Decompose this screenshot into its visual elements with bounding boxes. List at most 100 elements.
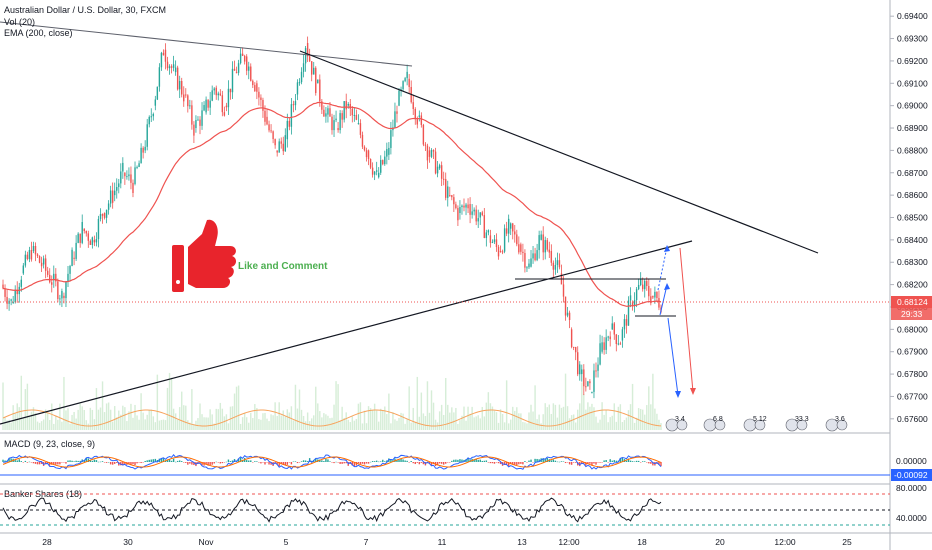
macd-bar (459, 459, 461, 462)
price-tick-label: 0.69200 (897, 56, 928, 66)
candle-body (455, 204, 457, 209)
event-flag-icon[interactable] (714, 419, 726, 431)
candle-body (388, 147, 390, 155)
candle-body (447, 186, 449, 198)
candle-body (509, 223, 512, 229)
price-axis[interactable]: 0.69400 0.69300 0.69200 0.69100 0.69000 0.689… (890, 11, 928, 424)
volume-bar (183, 405, 185, 430)
macd-bar (599, 462, 601, 463)
candle-body (339, 113, 341, 131)
macd-bar (453, 459, 455, 462)
macd-bar (621, 457, 624, 462)
projection-arrows[interactable] (657, 245, 696, 398)
macd-bar (77, 460, 79, 462)
candle-body (146, 124, 148, 147)
candle-body (136, 166, 138, 168)
macd-bar (30, 462, 33, 463)
candle-body (296, 82, 299, 95)
volume-bar (467, 406, 469, 430)
macd-bar (225, 461, 228, 463)
macd-bar (154, 458, 157, 462)
macd-bar (79, 460, 81, 462)
trendline-ascending[interactable] (0, 240, 693, 425)
volume-bar (522, 421, 524, 430)
volume-bar (219, 402, 222, 430)
candle-body (260, 97, 262, 100)
volume-bar (609, 417, 611, 430)
volume-bar (518, 413, 520, 430)
volume-bar (343, 417, 345, 430)
banker-line (2, 497, 662, 523)
volume-bar (235, 386, 238, 430)
candle-body (524, 253, 526, 268)
volume-bar (217, 409, 219, 430)
volume-bar (207, 417, 209, 430)
macd-bar (451, 460, 453, 462)
event-flag-icon[interactable] (836, 419, 848, 431)
volume-bar (126, 421, 128, 430)
candle-body (306, 43, 309, 57)
macd-bar (507, 462, 510, 467)
volume-bar (278, 402, 280, 430)
volume-bar (245, 417, 248, 430)
volume-bar (593, 407, 595, 430)
time-tick-label: 13 (517, 537, 527, 547)
event-flag-icon[interactable] (676, 419, 688, 431)
volume-bar (493, 410, 496, 430)
volume-bar (284, 416, 287, 430)
candle-body (501, 251, 504, 253)
event-flag-icon[interactable] (754, 419, 766, 431)
trendline-top-short[interactable] (0, 21, 413, 67)
macd-bar (509, 462, 512, 465)
macd-bar (641, 461, 644, 462)
volume-bar (455, 407, 457, 430)
volume-bar (138, 419, 140, 430)
trendline-descending[interactable] (299, 50, 819, 254)
candle-body (14, 289, 16, 303)
volume-bar (359, 402, 362, 430)
volume-bar (116, 417, 118, 430)
candle-body (568, 312, 571, 321)
macd-bar (363, 462, 366, 465)
macd-bar (248, 460, 250, 462)
volume-bar (512, 406, 514, 430)
macd-bar (524, 461, 526, 462)
volume-bar (99, 407, 102, 430)
volume-bar (321, 417, 323, 430)
candle-body (359, 123, 362, 135)
volume-bar (32, 407, 35, 430)
macd-bar (652, 462, 654, 466)
candle-body (499, 251, 502, 253)
candle-body (44, 258, 47, 271)
macd-bar (355, 462, 358, 466)
candle-body (315, 67, 317, 93)
event-markers[interactable]: 3 4 6 8 5 12 33 3 3 6 (665, 416, 848, 432)
volume-bar (30, 411, 33, 430)
macd-bar (341, 462, 343, 464)
candle-body (97, 218, 100, 240)
candle-body (195, 119, 197, 129)
candle-body (426, 145, 429, 161)
volume-bar (203, 417, 205, 430)
volume-bar (122, 405, 124, 430)
candle-body (442, 178, 445, 180)
candle-body (384, 156, 386, 165)
candle-body (623, 319, 626, 330)
macd-bar (375, 460, 378, 462)
volume-bar (304, 421, 307, 430)
volume-bar (229, 406, 232, 430)
candle-body (558, 260, 561, 268)
event-flag-icon[interactable] (796, 419, 808, 431)
macd-bar (282, 462, 284, 465)
time-axis[interactable]: 28 30 Nov 5 7 11 13 12:00 18 20 12:00 25 (42, 537, 852, 547)
candle-body (55, 273, 57, 282)
volume-bar (373, 403, 376, 430)
macd-bar (414, 462, 416, 465)
macd-bar (270, 462, 272, 465)
candle-body (434, 151, 437, 174)
volume-bar (619, 404, 622, 430)
price-tick-label: 0.67700 (897, 391, 928, 401)
candle-body (639, 279, 642, 285)
